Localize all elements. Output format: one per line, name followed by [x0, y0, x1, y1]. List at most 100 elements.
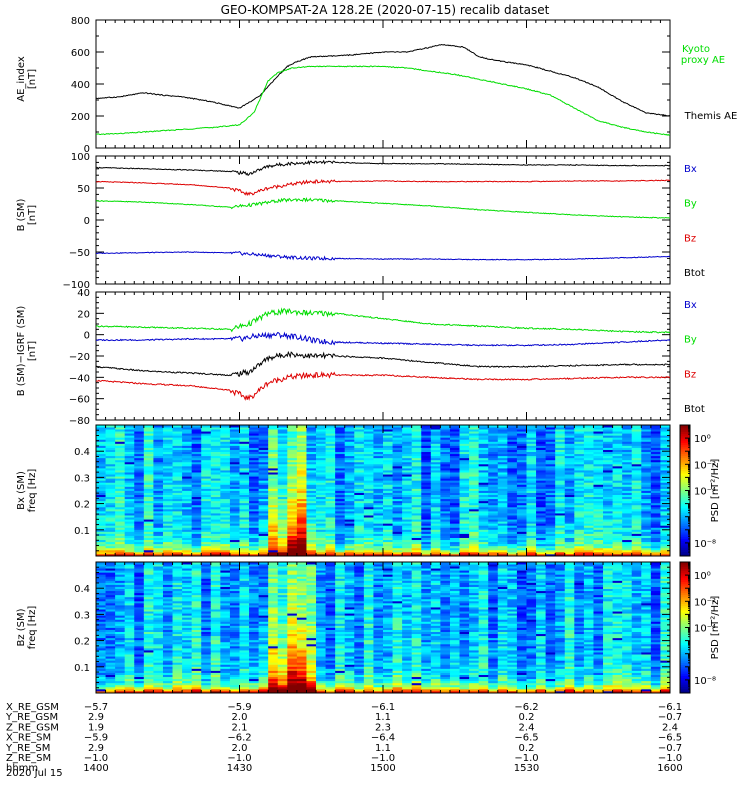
heatmap-cell: [383, 486, 393, 489]
heatmap-cell: [134, 537, 145, 541]
heatmap-cell: [105, 467, 116, 471]
heatmap-cell: [249, 490, 260, 493]
heatmap-cell: [383, 545, 393, 549]
heatmap-cell: [172, 455, 183, 459]
heatmap-cell: [603, 425, 613, 428]
heatmap-cell: [115, 613, 126, 616]
heatmap-cell: [421, 427, 432, 430]
heatmap-cell: [516, 504, 527, 508]
heatmap-cell: [124, 666, 135, 669]
heatmap-cell: [172, 515, 183, 518]
heatmap-cell: [449, 478, 460, 481]
heatmap-cell: [354, 500, 365, 504]
heatmap-cell: [239, 529, 250, 532]
heatmap-cell: [574, 449, 585, 453]
heatmap-cell: [593, 484, 604, 487]
heatmap-cell: [258, 543, 269, 547]
heatmap-cell: [564, 463, 575, 467]
heatmap-cell: [478, 490, 489, 493]
heatmap-cell: [182, 504, 193, 508]
heatmap-cell: [583, 549, 594, 553]
heatmap-cell: [115, 533, 126, 536]
heatmap-cell: [268, 535, 279, 538]
heatmap-cell: [631, 547, 642, 551]
heatmap-cell: [296, 461, 307, 465]
heatmap-cell: [162, 533, 173, 536]
heatmap-cell: [201, 523, 212, 526]
heatmap-cell: [421, 449, 432, 453]
heatmap-cell: [182, 508, 193, 512]
heatmap-cell: [593, 492, 604, 495]
heatmap-cell: [124, 429, 135, 432]
heatmap-cell: [526, 443, 537, 446]
heatmap-cell: [124, 643, 135, 647]
heatmap-cell: [631, 490, 642, 493]
heatmap-cell: [440, 455, 451, 459]
heatmap-cell: [220, 502, 231, 506]
colorbar-segment-bx_spec: [680, 440, 690, 443]
heatmap-cell: [650, 447, 661, 450]
colorbar-segment-bx_spec: [680, 462, 690, 465]
heatmap-cell: [153, 447, 164, 450]
heatmap-cell: [105, 519, 116, 522]
heatmap-cell: [516, 513, 527, 516]
heatmap-cell: [124, 645, 135, 649]
heatmap-cell: [430, 472, 441, 475]
heatmap-cell: [134, 480, 145, 483]
heatmap-cell: [612, 463, 623, 467]
heatmap-cell: [449, 515, 460, 518]
heatmap-cell: [325, 457, 336, 461]
heatmap-cell: [574, 457, 585, 461]
heatmap-cell: [603, 437, 613, 440]
heatmap-cell: [182, 531, 193, 534]
colorbar-segment-bx_spec: [680, 551, 690, 555]
heatmap-cell: [650, 496, 661, 500]
heatmap-cell: [383, 441, 393, 444]
heatmap-cell: [210, 547, 221, 551]
heatmap-cell: [564, 545, 575, 549]
heatmap-cell: [287, 533, 298, 536]
heatmap-cell: [421, 451, 432, 455]
heatmap-cell: [622, 488, 633, 491]
heatmap-cell: [162, 539, 173, 543]
heatmap-cell: [210, 482, 221, 485]
heatmap-cell: [296, 449, 307, 453]
colorbar-segment-bx_spec: [680, 446, 690, 450]
heatmap-cell: [459, 431, 470, 434]
heatmap-cell: [96, 521, 106, 524]
heatmap-cell: [421, 502, 432, 506]
heatmap-cell: [153, 427, 164, 430]
heatmap-cell: [516, 510, 527, 514]
heatmap-cell: [373, 457, 384, 461]
heatmap-cell: [612, 517, 623, 520]
heatmap-cell: [402, 451, 413, 455]
heatmap-cell: [411, 435, 422, 438]
heatmap-cell: [641, 474, 652, 477]
heatmap-cell: [96, 598, 106, 602]
heatmap-cell: [373, 470, 384, 473]
heatmap-cell: [229, 427, 240, 430]
heatmap-cell: [268, 543, 279, 547]
heatmap-cell: [631, 465, 642, 469]
heatmap-cell: [162, 506, 173, 510]
heatmap-cell: [488, 551, 499, 555]
heatmap-cell: [344, 476, 355, 479]
heatmap-cell: [363, 437, 374, 440]
heatmap-cell: [516, 519, 527, 522]
heatmap-cell: [344, 531, 355, 534]
heatmap-cell: [220, 484, 231, 487]
heatmap-cell: [277, 549, 288, 553]
colorbar-segment-bx_spec: [680, 470, 690, 474]
heatmap-cell: [153, 486, 164, 489]
heatmap-cell: [612, 476, 623, 479]
heatmap-cell: [96, 602, 106, 606]
heatmap-cell: [344, 498, 355, 502]
heatmap-cell: [268, 529, 279, 532]
heatmap-cell: [631, 472, 642, 475]
heatmap-cell: [459, 437, 470, 440]
heatmap-cell: [220, 478, 231, 481]
heatmap-cell: [449, 439, 460, 442]
heatmap-cell: [564, 541, 575, 545]
heatmap-cell: [478, 472, 489, 475]
heatmap-cell: [650, 486, 661, 489]
